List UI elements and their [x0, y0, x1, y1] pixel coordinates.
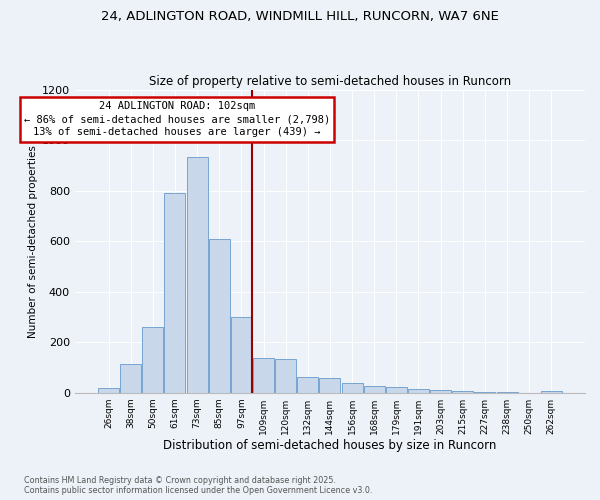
Bar — [142, 327, 163, 392]
Bar — [386, 387, 407, 392]
Text: Contains HM Land Registry data © Crown copyright and database right 2025.
Contai: Contains HM Land Registry data © Crown c… — [24, 476, 373, 495]
Bar — [408, 390, 429, 392]
Bar — [541, 391, 562, 392]
Bar — [164, 193, 185, 392]
Text: 24 ADLINGTON ROAD: 102sqm
← 86% of semi-detached houses are smaller (2,798)
13% : 24 ADLINGTON ROAD: 102sqm ← 86% of semi-… — [24, 101, 331, 138]
Bar — [187, 156, 208, 392]
Text: 24, ADLINGTON ROAD, WINDMILL HILL, RUNCORN, WA7 6NE: 24, ADLINGTON ROAD, WINDMILL HILL, RUNCO… — [101, 10, 499, 23]
Bar — [341, 383, 362, 392]
Bar — [209, 238, 230, 392]
X-axis label: Distribution of semi-detached houses by size in Runcorn: Distribution of semi-detached houses by … — [163, 440, 497, 452]
Bar — [430, 390, 451, 392]
Bar — [275, 358, 296, 392]
Bar — [319, 378, 340, 392]
Bar — [231, 317, 252, 392]
Title: Size of property relative to semi-detached houses in Runcorn: Size of property relative to semi-detach… — [149, 76, 511, 88]
Bar — [120, 364, 141, 392]
Y-axis label: Number of semi-detached properties: Number of semi-detached properties — [28, 145, 38, 338]
Bar — [98, 388, 119, 392]
Bar — [253, 358, 274, 392]
Bar — [297, 377, 319, 392]
Bar — [364, 386, 385, 392]
